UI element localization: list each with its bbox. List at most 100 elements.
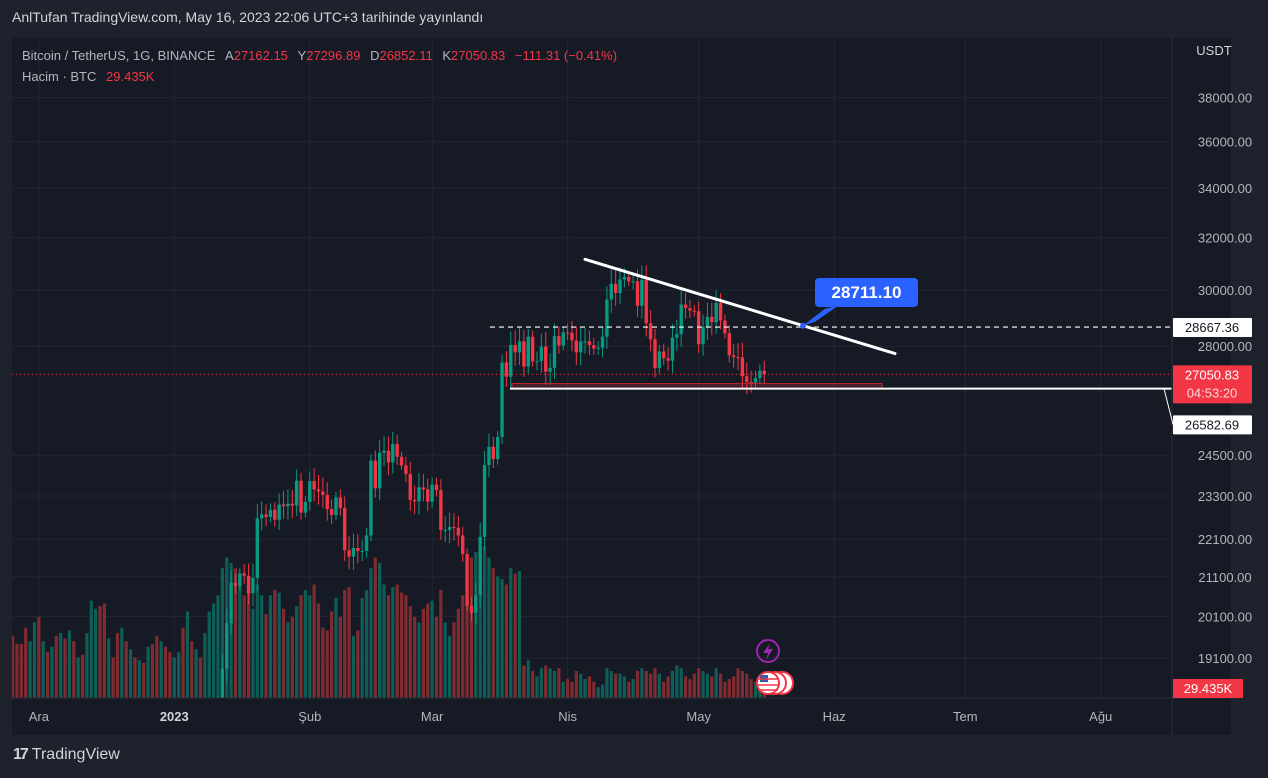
volume-bar (72, 641, 76, 698)
volume-bar (679, 668, 683, 698)
candle-body (557, 336, 561, 346)
volume-bar (172, 657, 176, 698)
high-value: 27296.89 (306, 48, 361, 63)
volume-label[interactable]: Hacim · BTC (22, 69, 97, 84)
candle-body (426, 489, 430, 502)
candle-body (526, 336, 530, 367)
candle-body (657, 351, 662, 369)
volume-bar (683, 676, 688, 698)
candle-body (683, 304, 688, 309)
candle-body (216, 709, 219, 732)
volume-bar (281, 608, 286, 698)
y-tick-label: 19100.00 (1198, 651, 1252, 666)
candle-body (321, 491, 325, 495)
candle-body (618, 279, 622, 294)
volume-bar (181, 627, 185, 698)
volume-bar (41, 641, 45, 698)
volume-bar (732, 676, 736, 698)
volume-bar (321, 627, 325, 698)
volume-bar (80, 654, 85, 698)
grid (12, 38, 1172, 698)
volume-bar (614, 673, 618, 698)
volume-bar (662, 681, 666, 698)
candle-body (670, 337, 675, 361)
candle-body (303, 501, 308, 513)
candle-body (727, 333, 731, 356)
candle-body (491, 446, 495, 460)
price-chart[interactable]: 38000.00 36000.00 34000.00 32000.00 30000.00… (12, 38, 1268, 738)
volume-bar (496, 576, 500, 698)
volume-bar (596, 687, 600, 698)
volume-bar (111, 657, 115, 698)
candle-body (299, 480, 303, 513)
candle-body (277, 504, 281, 520)
volume-bar (740, 670, 744, 698)
volume-bar (54, 635, 58, 698)
volume-bar (579, 673, 583, 698)
candle-body (613, 283, 618, 294)
volume-bar (356, 630, 360, 698)
volume-bar (286, 622, 290, 698)
candle-body (329, 509, 334, 516)
volume-bar (343, 589, 347, 698)
price-label-bg (1173, 318, 1252, 338)
volume-bar (548, 668, 552, 698)
volume-bar (142, 662, 146, 698)
candle-body (356, 547, 360, 551)
candle-body (740, 357, 745, 377)
volume-bar (697, 668, 701, 698)
candle-body (452, 527, 456, 529)
volume-bar (535, 676, 539, 698)
candle-body (421, 487, 426, 490)
volume-bar (45, 652, 50, 698)
candle-body (94, 715, 97, 716)
volume-bar (198, 657, 203, 698)
volume-bar (382, 584, 386, 698)
candle-body (456, 527, 461, 536)
volume-bar (421, 608, 425, 698)
symbol-title[interactable]: Bitcoin / TetherUS, 1G, BINANCE (22, 48, 216, 63)
volume-bar (159, 641, 163, 698)
volume-bar (395, 584, 399, 698)
volume-bar (168, 652, 172, 698)
volume-bar (378, 562, 382, 698)
x-tick-label: Ara (29, 709, 50, 724)
candle-body (434, 484, 439, 491)
candle-body (290, 503, 294, 506)
volume-bar (539, 668, 543, 698)
volume-bar (491, 568, 495, 698)
volume-bar (635, 670, 640, 698)
candle-body (238, 573, 242, 586)
candle-body (347, 550, 351, 557)
volume-bar (500, 579, 504, 698)
candle-body (587, 341, 592, 346)
price-callout[interactable]: 28711.10 (815, 278, 918, 307)
volume-bar (98, 606, 102, 698)
volume-bar (386, 595, 391, 698)
price-label: 26582.69 (1185, 417, 1239, 432)
candle-body (465, 553, 469, 606)
volume-bar (640, 668, 644, 698)
tradingview-brand[interactable]: 17 TradingView (13, 746, 120, 764)
candle-body (631, 281, 635, 283)
volume-bar (605, 668, 609, 698)
candle-body (377, 452, 382, 489)
volume-bar (373, 557, 377, 698)
candle-body (692, 310, 697, 312)
candle-body (561, 332, 565, 346)
volume-bar (290, 616, 294, 698)
volume-bar (653, 668, 657, 698)
candle-body (259, 514, 264, 519)
tradingview-logo-icon: 17 (13, 746, 29, 763)
candle-body (495, 436, 500, 460)
volume-bar (24, 627, 28, 698)
volume-bar (627, 681, 631, 698)
candle-body (369, 460, 373, 536)
candle-body (648, 323, 653, 340)
candle-body (482, 465, 487, 537)
candle-body (430, 484, 434, 502)
open-label: A (225, 48, 234, 63)
candle-body (474, 595, 478, 613)
callout-anchor (800, 322, 806, 329)
volume-bar (330, 611, 334, 698)
